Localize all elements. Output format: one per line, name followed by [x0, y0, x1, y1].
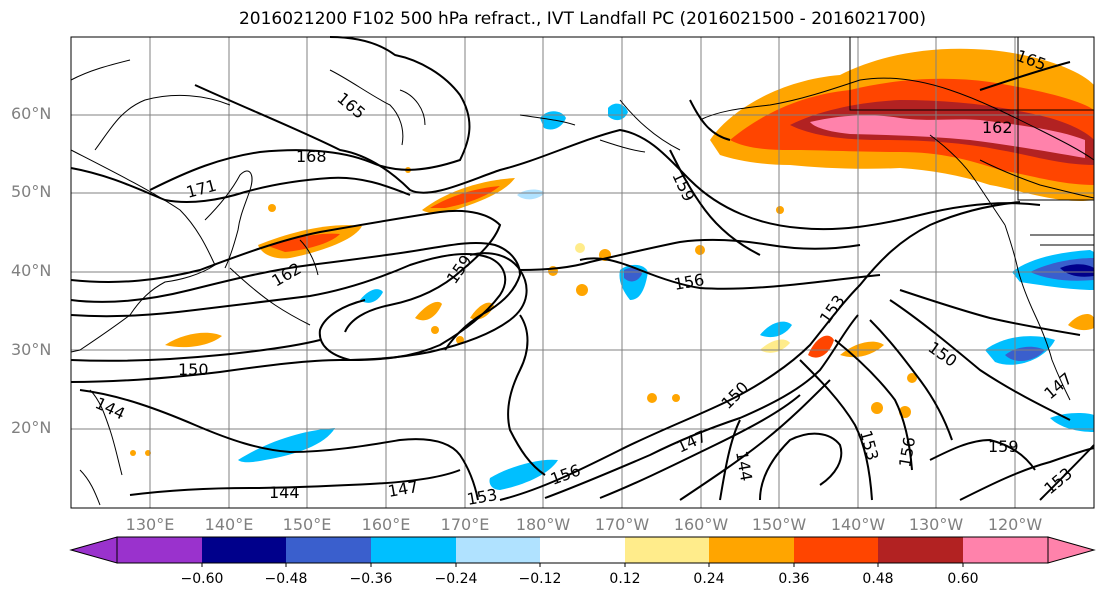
colorbar-segment [371, 537, 456, 563]
lon-label: 180°W [515, 515, 571, 534]
lon-label: 170°E [440, 515, 490, 534]
colorbar-segment [117, 537, 202, 563]
lon-label: 140°W [830, 515, 886, 534]
colorbar-tick-label: 0.36 [778, 571, 810, 587]
colorbar-tick-label: −0.24 [434, 571, 478, 587]
map-frame [70, 36, 1095, 509]
colorbar-segment [709, 537, 794, 563]
colorbar-tick-label: −0.60 [180, 571, 224, 587]
lat-label: 40°N [11, 261, 52, 280]
colorbar-tick-label: −0.12 [518, 571, 562, 587]
coastlines [70, 37, 1095, 506]
colorbar-segment [794, 537, 878, 563]
lat-label: 50°N [11, 182, 52, 201]
lon-label: 140°E [204, 515, 254, 534]
lat-label: 20°N [11, 418, 52, 437]
lon-label: 120°W [987, 515, 1043, 534]
colorbar-segment [540, 537, 625, 563]
colorbar-tick-label: −0.36 [349, 571, 393, 587]
lat-label: 60°N [11, 104, 52, 123]
contour-label: 159 [988, 437, 1019, 456]
lon-label: 150°E [282, 515, 332, 534]
lat-label: 30°N [11, 340, 52, 359]
colorbar-extend-low [69, 536, 118, 564]
contour-label: 168 [296, 147, 327, 166]
colorbar-outline [116, 536, 1049, 564]
contours [70, 36, 1095, 501]
colorbar-segment [878, 537, 963, 563]
contour-label: 162 [982, 118, 1013, 137]
lon-label: 170°W [594, 515, 650, 534]
contour-label: 144 [269, 483, 300, 502]
lon-label: 160°E [361, 515, 411, 534]
colorbar-tick-label: −0.48 [264, 571, 308, 587]
lon-label: 130°W [908, 515, 964, 534]
colorbar-extend-high [1047, 536, 1096, 564]
lon-label: 160°W [673, 515, 729, 534]
positive-anomaly-alaska-peak [810, 115, 1085, 158]
colorbar-segment [286, 537, 371, 563]
colorbar [69, 536, 1096, 567]
colorbar-segment [963, 537, 1048, 563]
colorbar-segment [456, 537, 540, 563]
lon-label: 150°W [751, 515, 807, 534]
colorbar-tick-label: 0.60 [947, 571, 979, 587]
lon-label: 130°E [125, 515, 175, 534]
colorbar-segment [625, 537, 709, 563]
colorbar-tick-label: 0.12 [609, 571, 641, 587]
contour-label: 150 [178, 360, 209, 379]
map-title: 2016021200 F102 500 hPa refract., IVT La… [238, 9, 926, 29]
colorbar-tick-label: 0.48 [862, 571, 894, 587]
colorbar-segment [202, 537, 286, 563]
colorbar-tick-label: 0.24 [693, 571, 725, 587]
